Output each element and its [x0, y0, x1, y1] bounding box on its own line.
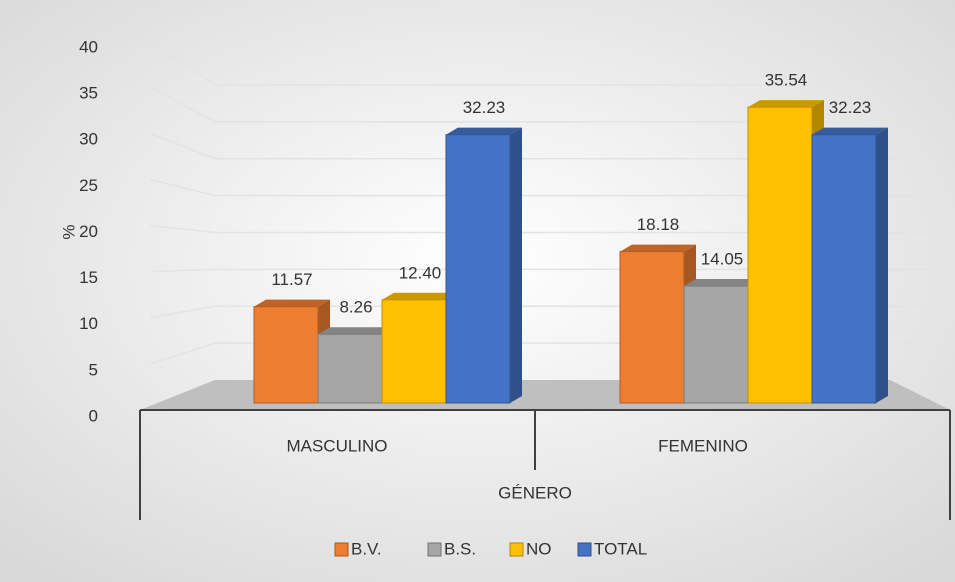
bar-top	[382, 292, 458, 300]
category-frame	[139, 409, 951, 520]
value-label: 32.23	[829, 98, 872, 117]
bar-side	[510, 127, 522, 404]
y-tick-label: 0	[89, 406, 98, 425]
y-tick-label: 25	[79, 176, 98, 195]
value-label: 14.05	[701, 250, 744, 269]
bar-top	[318, 327, 394, 335]
bar-top	[446, 127, 522, 135]
value-label: 35.54	[765, 71, 808, 90]
legend-swatch	[509, 542, 524, 557]
x-tick-label: MASCULINO	[286, 436, 387, 455]
value-label: 12.40	[399, 263, 442, 282]
bar	[747, 106, 813, 404]
y-tick-label: 30	[79, 130, 98, 149]
bar	[683, 285, 749, 404]
bar	[811, 134, 877, 404]
legend-swatch	[334, 542, 349, 557]
grid-line	[149, 132, 935, 160]
y-tick-label: 35	[79, 84, 98, 103]
value-label: 8.26	[339, 298, 372, 317]
grid-line	[149, 86, 935, 123]
bar	[317, 333, 383, 404]
legend-label: TOTAL	[594, 539, 647, 558]
y-tick-label: 40	[79, 37, 98, 56]
grid-line	[149, 40, 935, 86]
legend-label: NO	[526, 539, 552, 558]
y-tick-label: 20	[79, 222, 98, 241]
bar-top	[812, 127, 888, 135]
y-axis-label: %	[59, 224, 78, 239]
grid-line	[149, 178, 935, 197]
bar-top	[254, 299, 330, 307]
x-tick-label: FEMENINO	[658, 436, 748, 455]
legend-label: B.S.	[444, 539, 476, 558]
bar-top	[684, 279, 760, 287]
x-axis-label: GÉNERO	[498, 483, 572, 502]
y-tick-label: 15	[79, 268, 98, 287]
bar	[619, 251, 685, 404]
value-label: 11.57	[271, 270, 312, 289]
bar	[253, 306, 319, 404]
legend-swatch	[427, 542, 442, 557]
bar-top	[748, 100, 824, 108]
bar	[445, 134, 511, 404]
legend-swatch	[577, 542, 592, 557]
grid-line	[149, 224, 935, 234]
bar-top	[620, 244, 696, 252]
legend-label: B.V.	[351, 539, 382, 558]
value-label: 32.23	[463, 98, 506, 117]
value-label: 18.18	[637, 215, 680, 234]
bar	[381, 299, 447, 404]
y-tick-label: 10	[79, 314, 98, 333]
bar-side	[876, 127, 888, 404]
y-tick-label: 5	[89, 360, 98, 379]
